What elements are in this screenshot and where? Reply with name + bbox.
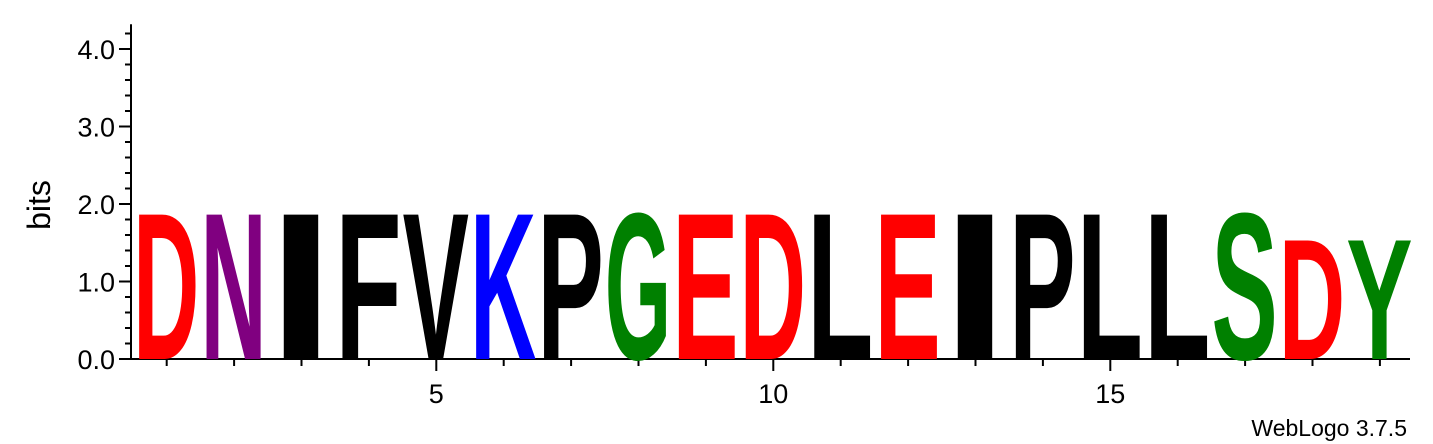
logo-letter-N-pos-2: N [200,170,266,404]
logo-letter-I-pos-3: I [268,169,334,404]
logo-letter-Y-pos-19: Y [1346,203,1412,395]
logo-letter-P-pos-7: P [537,169,603,404]
logo-letter-D-pos-10: D [740,170,806,404]
logo-letter-V-pos-5: V [403,169,469,404]
weblogo-credit: WebLogo 3.7.5 [1251,415,1407,441]
y-axis: 0.0 1.0 2.0 3.0 4.0 [77,24,132,375]
y-tick-label: 1.0 [77,268,115,298]
logo-letter-E-pos-9: E [672,169,738,404]
y-tick-label: 2.0 [77,190,115,220]
logo-letter-L-pos-15: L [1077,171,1143,405]
logo-letter-F-pos-4: F [335,171,401,405]
logo-letter-E-pos-12: E [874,169,940,404]
x-tick-label: 15 [1095,379,1125,409]
logo-letter-K-pos-6: K [470,170,536,404]
logo-letter-S-pos-17: S [1211,169,1277,404]
logo-letter-P-pos-14: P [1009,169,1075,404]
y-tick-label: 0.0 [77,345,115,375]
x-tick-label: 5 [429,379,444,409]
logo-letter-D-pos-18: D [1279,204,1345,396]
x-axis: 5 10 15 [131,358,1410,409]
logo-letter-L-pos-11: L [807,171,873,405]
y-tick-label: 4.0 [77,35,115,65]
x-tick-label: 10 [758,379,788,409]
logo-letter-L-pos-16: L [1144,171,1210,405]
logo-letter-I-pos-13: I [942,169,1008,404]
logo-letter-G-pos-8: G [605,169,671,404]
y-axis-title: bits [21,180,57,230]
y-tick-label: 3.0 [77,113,115,143]
logo-letter-D-pos-1: D [133,170,199,404]
